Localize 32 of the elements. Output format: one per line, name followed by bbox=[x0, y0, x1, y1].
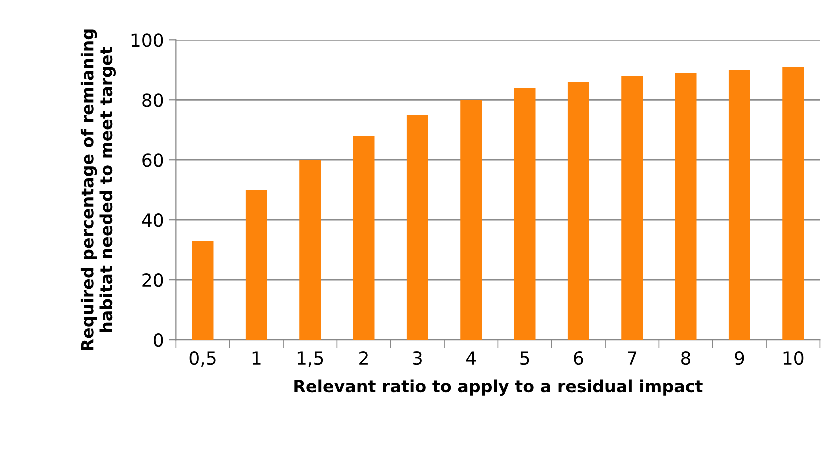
y-tick-label: 20 bbox=[142, 274, 164, 288]
bar bbox=[192, 241, 214, 340]
bar bbox=[353, 136, 375, 340]
x-tick-label: 9 bbox=[735, 351, 744, 366]
bar bbox=[514, 88, 536, 340]
x-tick-label: 5 bbox=[520, 352, 530, 366]
y-tick-label: 100 bbox=[132, 34, 164, 48]
y-axis-title: Required percentage of remianing habitat needed to meet target bbox=[80, 30, 116, 350]
y-tick-label: 40 bbox=[142, 214, 164, 228]
x-tick-label: 7 bbox=[628, 352, 637, 365]
x-tick-label: 1,5 bbox=[298, 352, 324, 367]
bar bbox=[406, 115, 428, 340]
x-tick-label: 3 bbox=[413, 351, 422, 366]
y-tick-label: 60 bbox=[142, 154, 164, 168]
y-tick-label: 80 bbox=[142, 94, 164, 108]
bar bbox=[246, 190, 268, 340]
bar bbox=[568, 82, 590, 340]
x-axis-title: Relevant ratio to apply to a residual impact bbox=[294, 380, 703, 396]
x-tick-label: 8 bbox=[682, 351, 691, 366]
bar bbox=[675, 73, 697, 340]
bar bbox=[622, 76, 644, 340]
bar bbox=[300, 160, 322, 340]
x-tick-label: 2 bbox=[360, 351, 368, 365]
x-tick-label: 10 bbox=[784, 351, 804, 366]
bar bbox=[782, 67, 804, 340]
y-tick-label: 0 bbox=[154, 334, 164, 348]
x-tick-label: 1 bbox=[252, 352, 261, 365]
x-tick-label: 4 bbox=[466, 352, 476, 365]
bar bbox=[728, 70, 750, 340]
x-tick-label: 6 bbox=[574, 351, 584, 366]
bar bbox=[460, 100, 482, 340]
x-tick-label: 0,5 bbox=[190, 351, 216, 367]
